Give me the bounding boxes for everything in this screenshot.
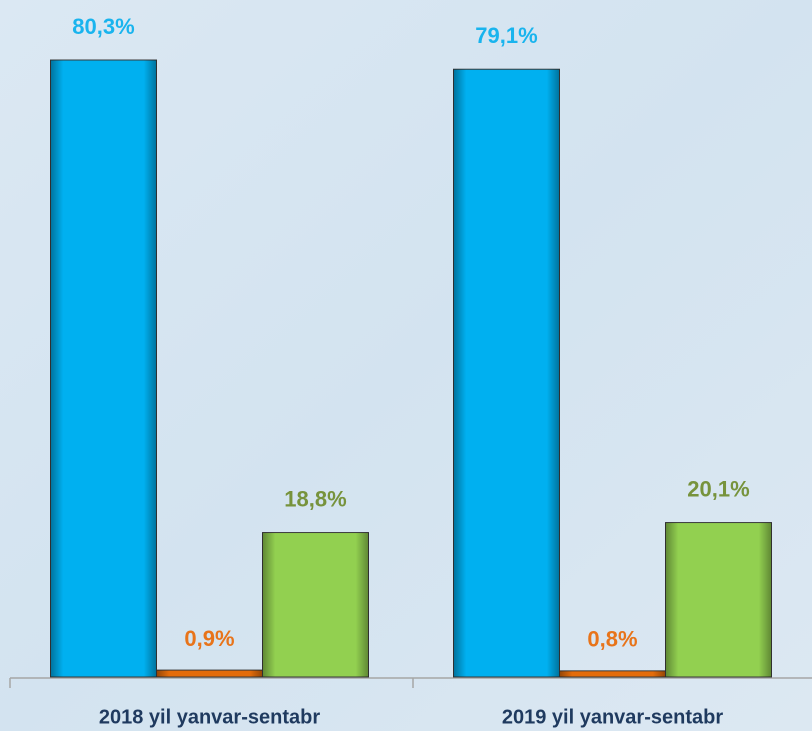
bar-shade [262,532,369,677]
value-label: 20,1% [687,476,749,501]
x-tick-label: 2019 yil yanvar-sentabr [502,706,723,728]
bar-shade [665,522,772,677]
value-label: 0,9% [184,626,234,651]
value-label: 0,8% [587,627,637,652]
value-label: 18,8% [284,486,346,511]
bar-shade [50,60,157,677]
bar-shade [453,69,560,678]
value-label: 80,3% [72,14,134,39]
x-tick-label: 2018 yil yanvar-sentabr [99,706,320,728]
bar-shade [156,670,263,677]
bar-shade [559,670,666,677]
value-label: 79,1% [475,23,537,48]
